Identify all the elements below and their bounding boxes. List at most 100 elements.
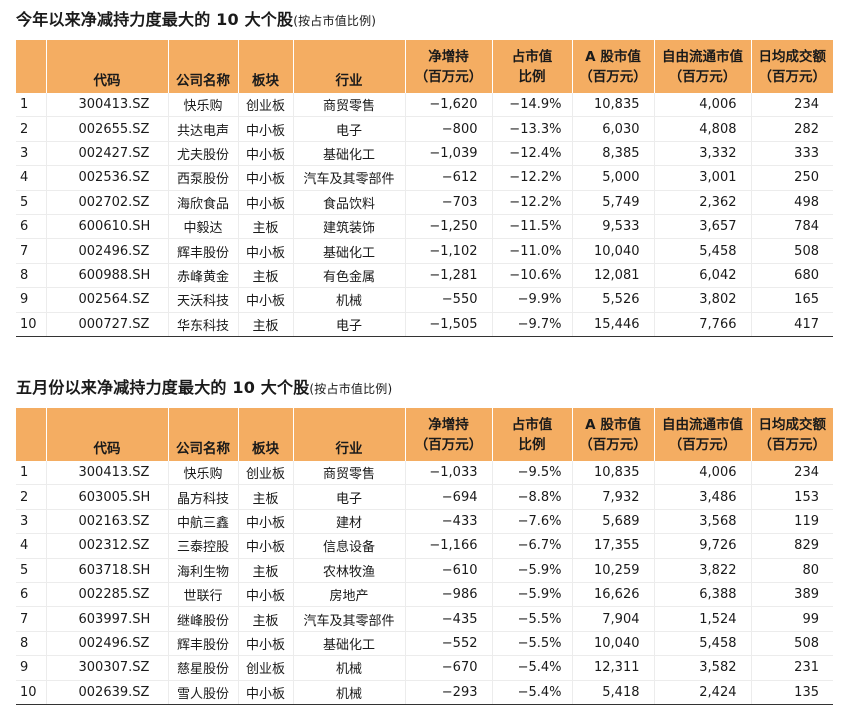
cell-a-share-cap: 9,533 — [572, 214, 655, 240]
cell-board: 主板 — [238, 214, 294, 240]
cell-code: 000727.SZ — [46, 312, 169, 337]
header-pct-line2: 比例 — [518, 436, 546, 453]
table2-header-row: 代码 公司名称 板块 行业 净增持 （百万元） 占市值 比例 A 股市值 （百万元） … — [16, 408, 833, 461]
header-market-cap-ratio: 占市值 比例 — [492, 408, 573, 461]
cell-index: 6 — [16, 582, 47, 608]
cell-board: 中小板 — [238, 509, 294, 535]
cell-net-increase: −1,102 — [405, 238, 493, 264]
cell-free-float-cap: 7,766 — [654, 312, 752, 337]
cell-a-share-cap: 10,040 — [572, 238, 655, 264]
cell-net-increase: −1,033 — [405, 461, 493, 486]
cell-free-float-cap: 3,568 — [654, 509, 752, 535]
cell-free-float-cap: 3,001 — [654, 165, 752, 191]
cell-board: 创业板 — [238, 461, 294, 486]
cell-free-float-cap: 9,726 — [654, 533, 752, 559]
cell-industry: 电子 — [293, 484, 406, 510]
cell-code: 002285.SZ — [46, 582, 169, 608]
cell-net-increase: −552 — [405, 631, 493, 657]
cell-a-share-cap: 10,835 — [572, 93, 655, 118]
table1-title-text: 今年以来净减持力度最大的 10 大个股 — [16, 10, 294, 29]
header-code: 代码 — [46, 408, 169, 461]
cell-industry: 电子 — [293, 116, 406, 142]
cell-daily-volume: 231 — [751, 655, 833, 681]
header-net-line1: 净增持 — [428, 48, 469, 65]
cell-industry: 房地产 — [293, 582, 406, 608]
cell-company-name: 继峰股份 — [168, 606, 239, 632]
cell-industry: 食品饮料 — [293, 190, 406, 215]
table-row: 7 002496.SZ 辉丰股份 中小板 基础化工 −1,102 −11.0% 10,040 5… — [16, 238, 833, 264]
header-pct-line1: 占市值 — [511, 416, 553, 433]
cell-market-cap-ratio: −6.7% — [492, 533, 573, 559]
cell-board: 创业板 — [238, 93, 294, 118]
table2-title-text: 五月份以来净减持力度最大的 10 大个股 — [16, 378, 310, 397]
cell-free-float-cap: 3,582 — [654, 655, 752, 681]
cell-code: 600610.SH — [46, 214, 169, 240]
header-vol-line1: 日均成交额 — [758, 48, 827, 65]
cell-index: 2 — [16, 484, 47, 510]
cell-index: 9 — [16, 287, 47, 313]
cell-net-increase: −800 — [405, 116, 493, 142]
table1-title-note: (按占市值比例) — [293, 14, 377, 28]
cell-code: 002312.SZ — [46, 533, 169, 559]
cell-index: 1 — [16, 93, 47, 118]
cell-index: 2 — [16, 116, 47, 142]
cell-net-increase: −986 — [405, 582, 493, 608]
cell-daily-volume: 784 — [751, 214, 833, 240]
header-vol-line1: 日均成交额 — [758, 416, 827, 433]
cell-daily-volume: 153 — [751, 484, 833, 510]
header-net-line1: 净增持 — [428, 416, 469, 433]
cell-index: 10 — [16, 312, 47, 337]
cell-a-share-cap: 10,835 — [572, 461, 655, 486]
cell-a-share-cap: 5,689 — [572, 509, 655, 535]
cell-daily-volume: 282 — [751, 116, 833, 142]
cell-market-cap-ratio: −8.8% — [492, 484, 573, 510]
header-daily-volume: 日均成交额 （百万元） — [751, 408, 833, 461]
cell-daily-volume: 135 — [751, 680, 833, 705]
cell-daily-volume: 250 — [751, 165, 833, 191]
cell-daily-volume: 234 — [751, 93, 833, 118]
table2: 代码 公司名称 板块 行业 净增持 （百万元） 占市值 比例 A 股市值 （百万元） … — [16, 408, 833, 705]
cell-company-name: 天沃科技 — [168, 287, 239, 313]
cell-market-cap-ratio: −5.4% — [492, 655, 573, 681]
table-row: 4 002536.SZ 西泵股份 中小板 汽车及其零部件 −612 −12.2% 5,000 3… — [16, 165, 833, 191]
cell-a-share-cap: 8,385 — [572, 141, 655, 167]
table-row: 3 002163.SZ 中航三鑫 中小板 建材 −433 −7.6% 5,689 3,568 11… — [16, 509, 833, 535]
cell-net-increase: −435 — [405, 606, 493, 632]
cell-net-increase: −1,281 — [405, 263, 493, 289]
cell-industry: 商贸零售 — [293, 93, 406, 118]
cell-market-cap-ratio: −11.5% — [492, 214, 573, 240]
cell-industry: 汽车及其零部件 — [293, 606, 406, 632]
cell-company-name: 三泰控股 — [168, 533, 239, 559]
cell-company-name: 中毅达 — [168, 214, 239, 240]
cell-code: 002655.SZ — [46, 116, 169, 142]
cell-market-cap-ratio: −12.2% — [492, 165, 573, 191]
cell-daily-volume: 80 — [751, 558, 833, 583]
cell-industry: 有色金属 — [293, 263, 406, 289]
cell-board: 主板 — [238, 312, 294, 337]
cell-index: 8 — [16, 631, 47, 657]
cell-a-share-cap: 5,526 — [572, 287, 655, 313]
cell-code: 002639.SZ — [46, 680, 169, 705]
cell-company-name: 辉丰股份 — [168, 238, 239, 264]
cell-index: 10 — [16, 680, 47, 705]
cell-a-share-cap: 10,040 — [572, 631, 655, 657]
header-free-line1: 自由流通市值 — [662, 48, 743, 65]
cell-code: 300307.SZ — [46, 655, 169, 681]
header-mcap-line2: （百万元） — [579, 436, 647, 453]
cell-index: 3 — [16, 509, 47, 535]
cell-market-cap-ratio: −10.6% — [492, 263, 573, 289]
cell-board: 中小板 — [238, 190, 294, 215]
table-row: 9 002564.SZ 天沃科技 中小板 机械 −550 −9.9% 5,526 3,802 16… — [16, 287, 833, 313]
cell-company-name: 雪人股份 — [168, 680, 239, 705]
cell-market-cap-ratio: −12.2% — [492, 190, 573, 215]
cell-free-float-cap: 3,332 — [654, 141, 752, 167]
cell-a-share-cap: 16,626 — [572, 582, 655, 608]
cell-code: 002536.SZ — [46, 165, 169, 191]
cell-daily-volume: 829 — [751, 533, 833, 559]
cell-free-float-cap: 4,006 — [654, 93, 752, 118]
header-code: 代码 — [46, 40, 169, 93]
cell-industry: 基础化工 — [293, 141, 406, 167]
cell-board: 中小板 — [238, 165, 294, 191]
cell-market-cap-ratio: −9.9% — [492, 287, 573, 313]
cell-index: 7 — [16, 238, 47, 264]
